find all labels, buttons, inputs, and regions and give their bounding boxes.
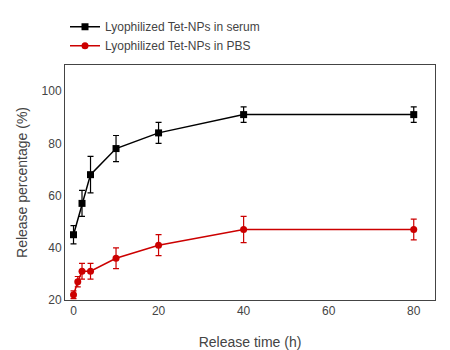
svg-text:0: 0 [70,304,77,318]
svg-text:20: 20 [152,304,166,318]
svg-text:60: 60 [322,304,336,318]
svg-text:Lyophilized Tet-NPs in PBS: Lyophilized Tet-NPs in PBS [105,39,250,53]
svg-text:80: 80 [407,304,421,318]
svg-text:40: 40 [237,304,251,318]
svg-text:Lyophilized Tet-NPs in serum: Lyophilized Tet-NPs in serum [105,20,260,34]
svg-text:40: 40 [48,241,62,255]
svg-text:Release percentage (%): Release percentage (%) [14,107,30,258]
svg-text:Release time (h): Release time (h) [199,334,302,350]
svg-text:60: 60 [48,189,62,203]
svg-text:20: 20 [48,293,62,307]
svg-text:100: 100 [42,84,62,98]
svg-text:80: 80 [48,137,62,151]
